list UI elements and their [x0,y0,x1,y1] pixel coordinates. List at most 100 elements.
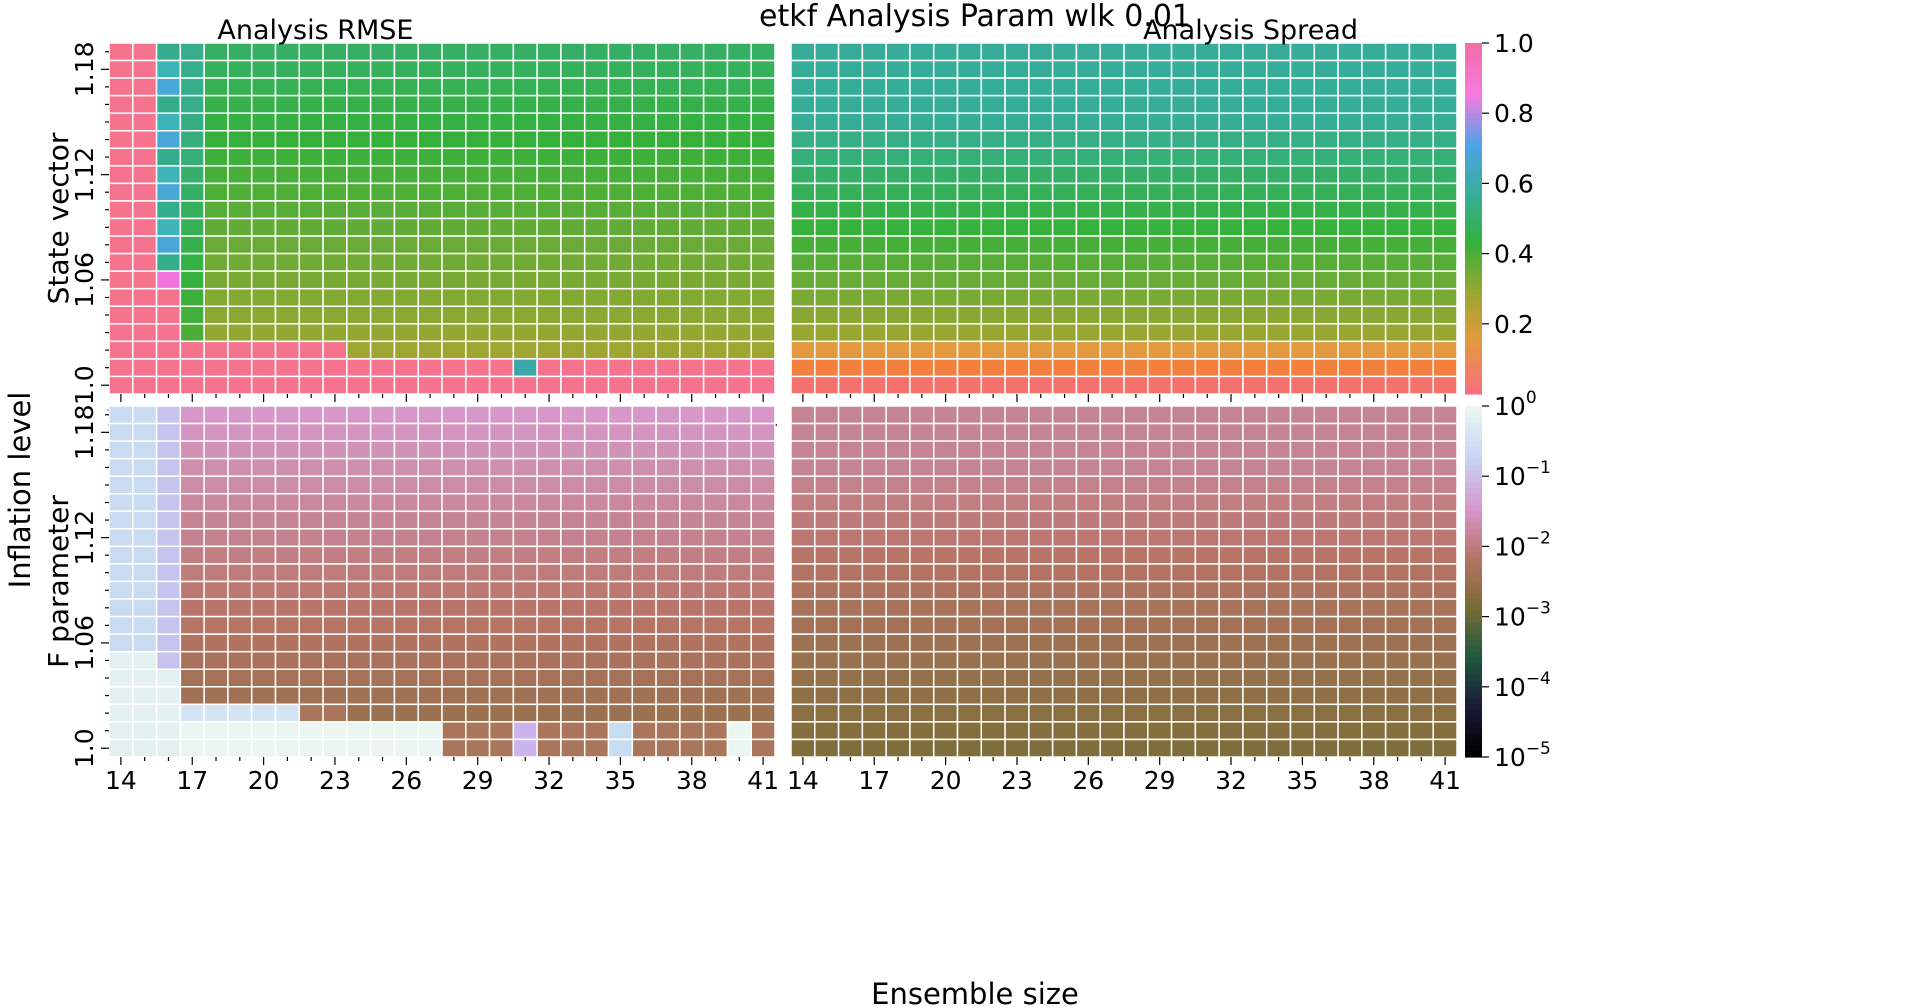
heatmap-cell [465,475,491,495]
heatmap-cell [155,686,182,706]
heatmap-cell [790,598,816,618]
x-tick-label: 41 [1429,766,1461,795]
heatmap-cell [1242,305,1268,325]
heatmap-cell [536,598,562,618]
heatmap-cell [155,358,182,378]
heatmap-cell [909,305,935,325]
heatmap-cell [1051,323,1078,343]
heatmap-cell [814,235,840,255]
heatmap-cell [655,182,681,202]
heatmap-cell [274,182,301,202]
heatmap-cell [932,375,959,395]
heatmap-cell [956,563,983,583]
heatmap-cell [1028,633,1054,653]
heatmap-cell [1384,287,1411,308]
heatmap-cell [1194,703,1220,723]
heatmap-cell [1123,200,1149,220]
heatmap-cell [1194,200,1220,220]
heatmap-cell [1194,112,1220,132]
heatmap-cell [1408,457,1434,477]
colorbar-segment [1465,721,1482,729]
heatmap-cell [488,323,515,343]
heatmap-cell [1337,528,1363,548]
heatmap-cell [631,545,657,565]
heatmap-cell [679,475,705,495]
heatmap-cell [726,59,752,79]
x-tick-label: 32 [1215,766,1247,795]
heatmap-cell [1075,405,1101,425]
heatmap-cell [512,340,538,360]
heatmap-cell [956,217,983,237]
heatmap-cell [203,493,229,513]
heatmap-cell [885,235,911,255]
heatmap-cell [417,130,443,150]
heatmap-cell [837,375,864,395]
heatmap-cell [250,287,277,308]
heatmap-cell [861,182,887,202]
heatmap-cell [1147,422,1173,442]
heatmap-cell [1313,563,1339,583]
heatmap-cell [1337,405,1363,425]
heatmap-cell [1361,287,1387,308]
heatmap-cell [790,42,816,62]
heatmap-cell [417,738,443,758]
heatmap-cell [726,633,752,653]
heatmap-cell [1432,650,1458,671]
heatmap-cell [298,252,324,272]
heatmap-cell [417,235,443,255]
heatmap-cell [1265,165,1292,185]
heatmap-cell [1147,200,1173,220]
heatmap-cell [1432,475,1458,495]
heatmap-cell [1408,252,1434,272]
heatmap-cell [1289,615,1316,635]
heatmap-cell [814,375,840,395]
heatmap-cell [583,323,610,343]
heatmap-cell [1384,580,1411,600]
heatmap-cell [1051,493,1078,513]
heatmap-cell [369,738,396,758]
heatmap-cell [1004,147,1030,167]
heatmap-cell [1075,252,1101,272]
heatmap-cell [298,650,324,671]
colorbar-segment [1465,83,1482,91]
heatmap-cell [441,147,467,167]
heatmap-cell [814,165,840,185]
colorbar-segment [1465,616,1482,624]
heatmap-cell [885,440,911,460]
heatmap-cell [1099,375,1125,395]
heatmap-cell [227,563,253,583]
heatmap-cell [1028,721,1054,741]
heatmap-cell [1361,493,1387,513]
colorbar-segment [1465,651,1482,659]
heatmap-cell [1123,59,1149,79]
heatmap-cell [980,217,1006,237]
heatmap-cell [1313,147,1339,167]
heatmap-cell [932,42,959,62]
heatmap-cell [861,77,887,97]
heatmap-cell [155,182,182,202]
heatmap-cell [1408,475,1434,495]
heatmap-cell [417,287,443,308]
heatmap-cell [465,323,491,343]
heatmap-cell [1289,703,1316,723]
heatmap-cell [885,147,911,167]
colorbar-segment [1465,218,1482,225]
heatmap-cell [607,563,634,583]
heatmap-cell [702,59,729,79]
heatmap-cell [1099,200,1125,220]
heatmap-cell [1004,94,1030,114]
heatmap-cell [1242,475,1268,495]
heatmap-cell [1384,563,1411,583]
heatmap-cell [980,686,1006,706]
heatmap-cell [790,147,816,167]
heatmap-cell [980,147,1006,167]
heatmap-cell [369,270,396,290]
heatmap-cell [1432,323,1458,343]
heatmap-cell [1337,305,1363,325]
heatmap-cell [1123,528,1149,548]
heatmap-cell [607,580,634,600]
heatmap-cell [1408,528,1434,548]
heatmap-cell [885,545,911,565]
heatmap-cell [227,615,253,635]
heatmap-cell [1361,440,1387,460]
